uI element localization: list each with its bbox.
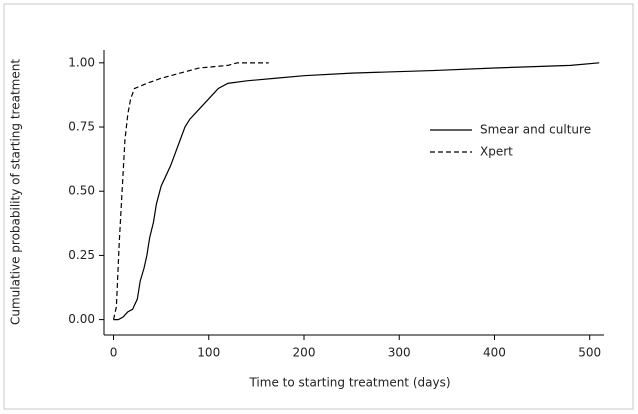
y-tick-label: 1.00 <box>68 55 95 69</box>
x-tick-label: 500 <box>578 346 601 360</box>
x-tick-label: 200 <box>293 346 316 360</box>
y-tick-label: 0.75 <box>68 120 95 134</box>
x-tick-label: 300 <box>388 346 411 360</box>
y-tick-label: 0.50 <box>68 184 95 198</box>
y-tick-label: 0.25 <box>68 248 95 262</box>
legend-label: Smear and culture <box>480 123 591 137</box>
y-axis-title: Cumulative probability of starting treat… <box>9 59 23 325</box>
series-line <box>112 62 269 320</box>
series-line <box>113 62 600 321</box>
x-axis-title: Time to starting treatment (days) <box>248 376 450 390</box>
legend-label: Xpert <box>480 145 513 159</box>
y-tick-label: 0.00 <box>68 312 95 326</box>
x-tick-label: 400 <box>483 346 506 360</box>
x-tick-label: 0 <box>110 346 118 360</box>
x-tick-label: 100 <box>197 346 220 360</box>
frame <box>3 3 634 410</box>
